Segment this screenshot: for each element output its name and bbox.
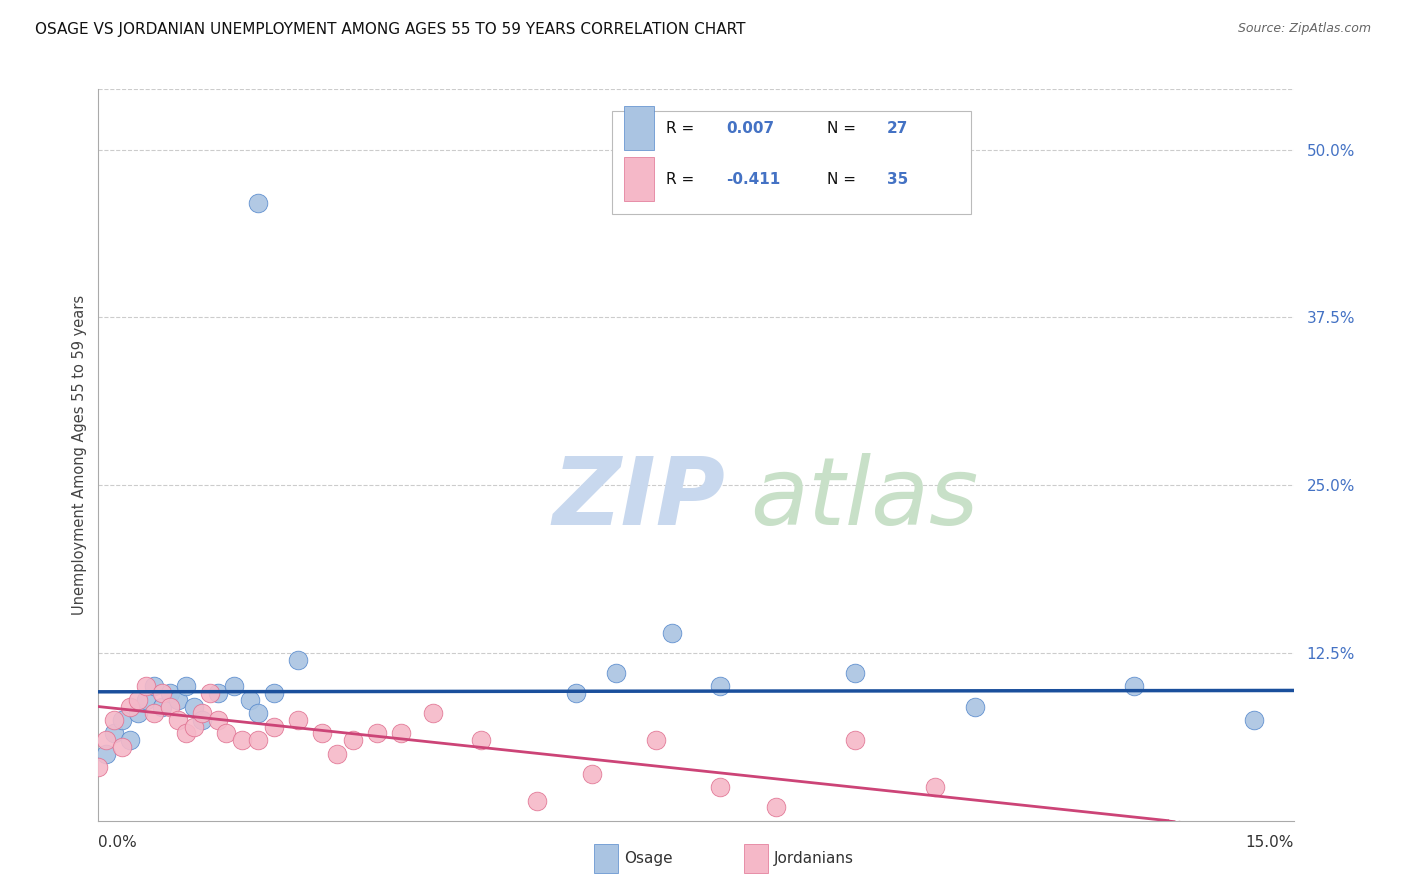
Point	[605, 665, 627, 680]
Point	[526, 793, 548, 807]
Point	[231, 733, 253, 747]
Point	[174, 726, 197, 740]
Point	[174, 680, 197, 694]
Point	[765, 800, 787, 814]
Point	[198, 686, 221, 700]
Point	[111, 739, 134, 754]
Text: atlas: atlas	[749, 453, 979, 544]
Point	[470, 733, 492, 747]
Point	[246, 196, 269, 211]
Point	[709, 680, 731, 694]
Point	[844, 665, 866, 680]
Text: R =: R =	[666, 120, 699, 136]
Point	[135, 680, 157, 694]
Point	[263, 686, 285, 700]
Point	[135, 693, 157, 707]
Point	[87, 760, 110, 774]
Point	[103, 726, 125, 740]
Point	[207, 713, 229, 727]
Point	[844, 733, 866, 747]
Point	[263, 720, 285, 734]
Text: N =: N =	[827, 172, 862, 186]
Point	[127, 706, 149, 721]
Point	[963, 699, 986, 714]
Point	[159, 686, 181, 700]
Point	[143, 706, 166, 721]
Point	[191, 706, 214, 721]
Point	[1243, 713, 1265, 727]
Point	[287, 652, 309, 666]
Point	[167, 713, 190, 727]
Point	[111, 713, 134, 727]
Text: N =: N =	[827, 120, 862, 136]
Text: 0.007: 0.007	[725, 120, 773, 136]
Point	[326, 747, 349, 761]
Point	[366, 726, 388, 740]
Point	[389, 726, 412, 740]
Text: Jordanians: Jordanians	[773, 851, 853, 866]
Point	[96, 747, 118, 761]
Point	[207, 686, 229, 700]
Point	[183, 720, 205, 734]
Bar	[624, 157, 654, 202]
Text: 35: 35	[887, 172, 908, 186]
Text: 0.0%: 0.0%	[98, 835, 138, 850]
Point	[661, 625, 683, 640]
Point	[215, 726, 238, 740]
Point	[222, 680, 245, 694]
Bar	[624, 106, 654, 150]
Text: Osage: Osage	[624, 851, 673, 866]
Point	[150, 686, 173, 700]
Bar	[744, 844, 768, 873]
Point	[342, 733, 364, 747]
Point	[581, 766, 603, 780]
Point	[645, 733, 668, 747]
Point	[127, 693, 149, 707]
Bar	[595, 844, 619, 873]
Point	[96, 733, 118, 747]
Point	[287, 713, 309, 727]
Point	[422, 706, 444, 721]
Point	[709, 780, 731, 794]
Point	[120, 699, 142, 714]
Text: R =: R =	[666, 172, 699, 186]
Y-axis label: Unemployment Among Ages 55 to 59 years: Unemployment Among Ages 55 to 59 years	[72, 295, 87, 615]
Point	[565, 686, 588, 700]
Text: 15.0%: 15.0%	[1246, 835, 1294, 850]
FancyBboxPatch shape	[613, 112, 970, 213]
Point	[167, 693, 190, 707]
Text: OSAGE VS JORDANIAN UNEMPLOYMENT AMONG AGES 55 TO 59 YEARS CORRELATION CHART: OSAGE VS JORDANIAN UNEMPLOYMENT AMONG AG…	[35, 22, 745, 37]
Point	[246, 706, 269, 721]
Point	[150, 699, 173, 714]
Point	[924, 780, 946, 794]
Text: Source: ZipAtlas.com: Source: ZipAtlas.com	[1237, 22, 1371, 36]
Point	[120, 733, 142, 747]
Point	[143, 680, 166, 694]
Point	[159, 699, 181, 714]
Point	[246, 733, 269, 747]
Point	[311, 726, 333, 740]
Text: -0.411: -0.411	[725, 172, 780, 186]
Point	[103, 713, 125, 727]
Point	[183, 699, 205, 714]
Point	[239, 693, 262, 707]
Text: ZIP: ZIP	[553, 453, 725, 545]
Point	[1123, 680, 1146, 694]
Point	[191, 713, 214, 727]
Text: 27: 27	[887, 120, 908, 136]
